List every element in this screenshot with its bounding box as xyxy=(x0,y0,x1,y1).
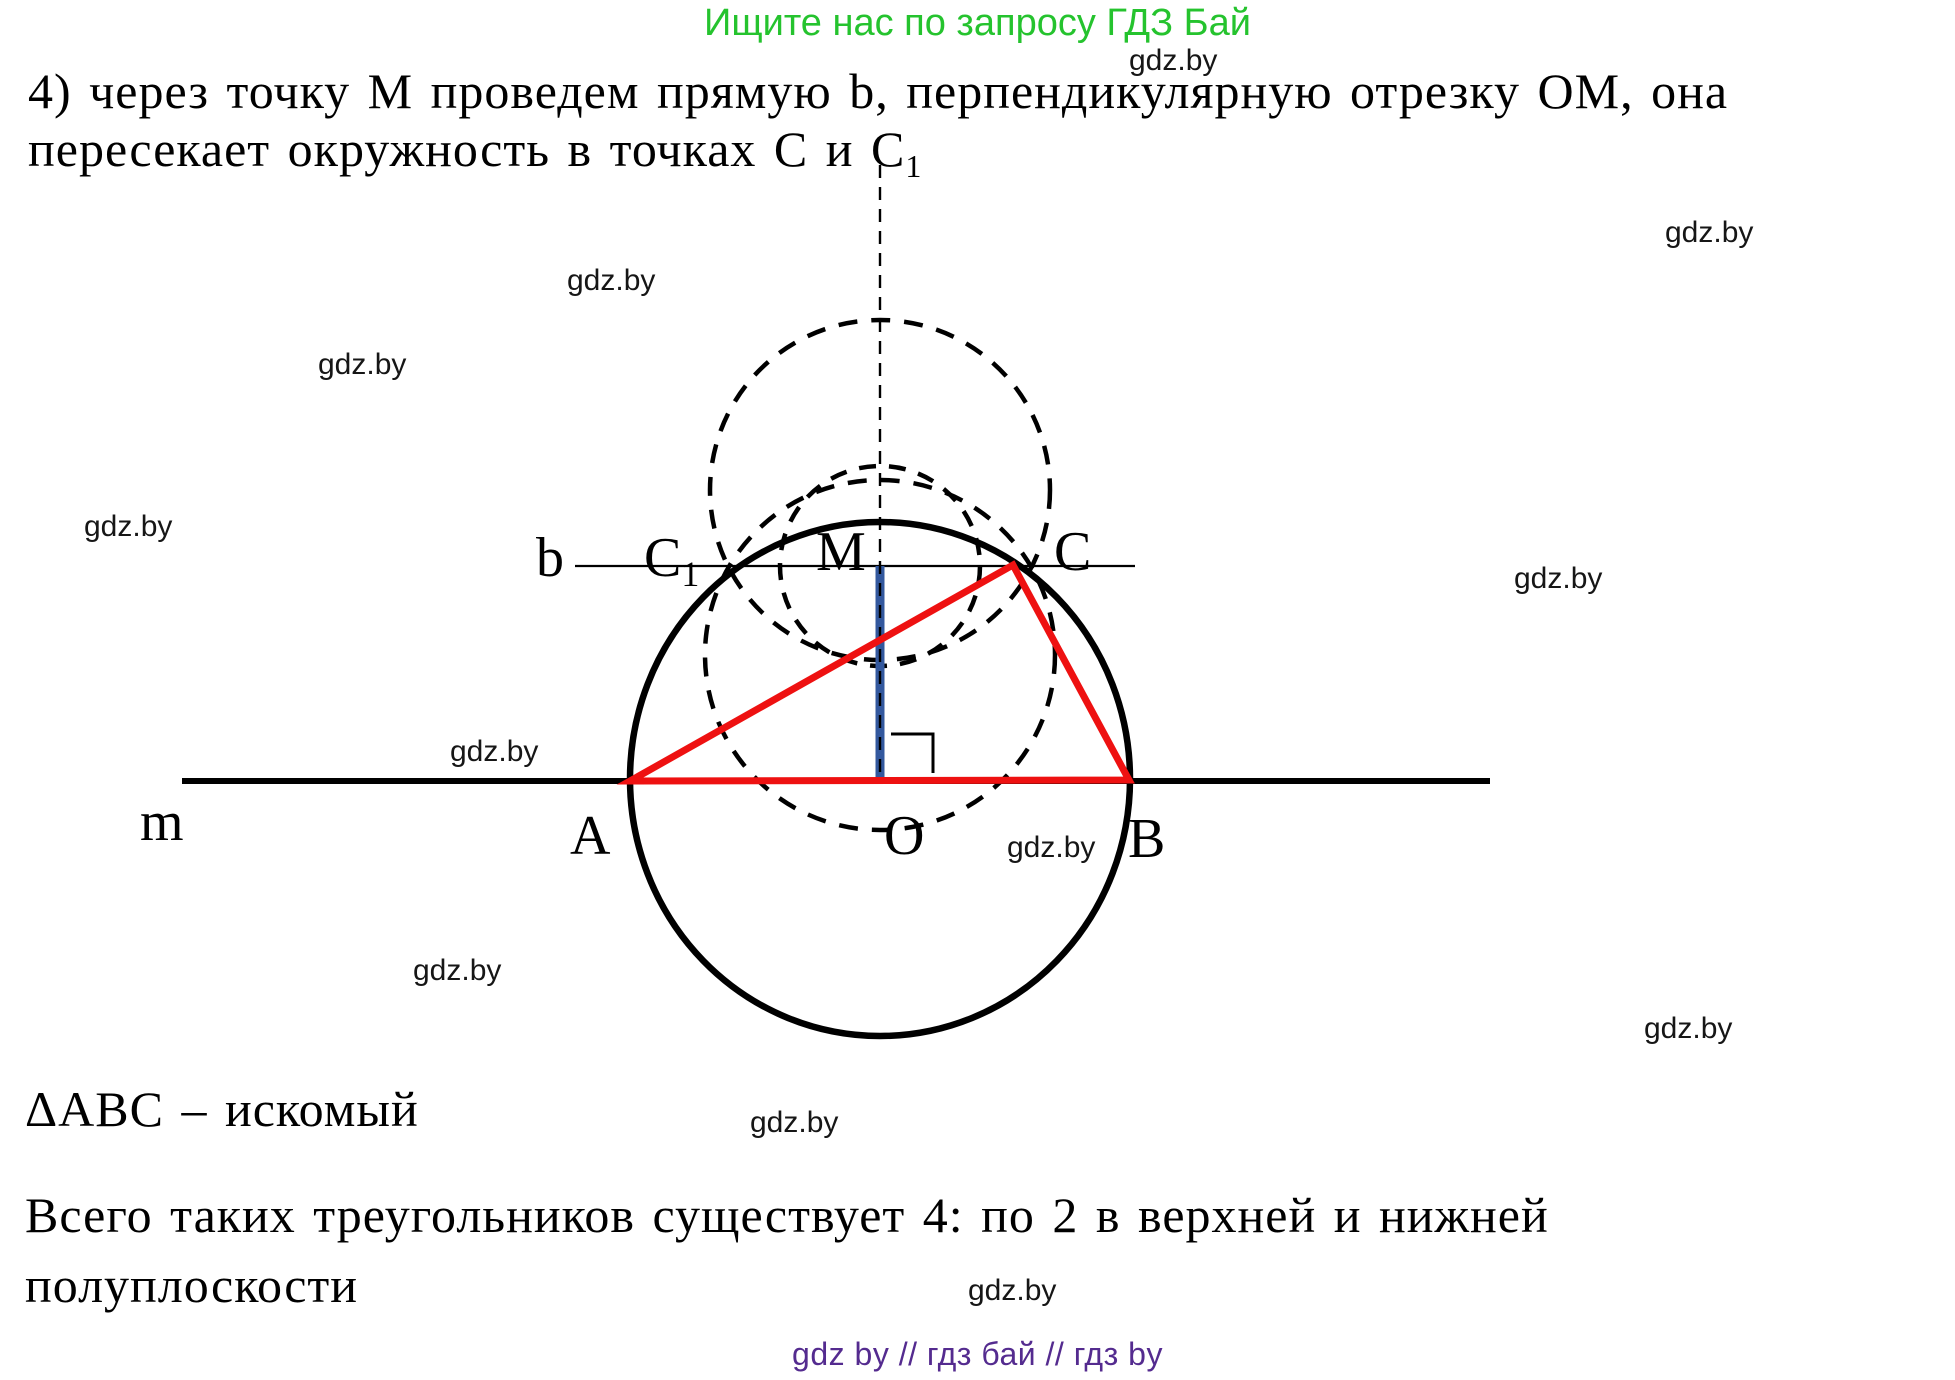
construction-circle-lower xyxy=(702,477,1058,833)
label-point-c1-letter: С xyxy=(644,527,681,589)
watermark: gdz.by xyxy=(968,1274,1057,1307)
footer-keywords: gdz by // гдз бай // гдз by xyxy=(792,1336,1163,1372)
point-c1-subscript: 1 xyxy=(905,148,922,184)
label-point-c: С xyxy=(1054,521,1091,583)
watermark: gdz.by xyxy=(1665,216,1754,249)
conclusion-count-line1: Всего таких треугольников существует 4: … xyxy=(25,1187,1549,1243)
problem-step-line2: пересекает окружность в точках С и С1 xyxy=(28,120,921,185)
problem-step-line2-text: пересекает окружность в точках С и С xyxy=(28,121,906,177)
watermark: gdz.by xyxy=(1644,1012,1733,1045)
watermark: gdz.by xyxy=(450,735,539,768)
label-point-c1: С1 xyxy=(644,527,699,594)
conclusion-count-line2: полуплоскости xyxy=(25,1257,358,1313)
promo-banner: Ищите нас по запросу ГДЗ Бай xyxy=(704,2,1251,44)
watermark: gdz.by xyxy=(750,1106,839,1139)
conclusion-triangle: ΔABC – искомый xyxy=(25,1081,419,1137)
watermark: gdz.by xyxy=(1007,831,1096,864)
label-point-o: О xyxy=(884,805,924,867)
watermark: gdz.by xyxy=(413,954,502,987)
watermark: gdz.by xyxy=(567,264,656,297)
watermark: gdz.by xyxy=(318,348,407,381)
watermark: gdz.by xyxy=(1129,44,1218,77)
label-point-a: А xyxy=(570,805,611,867)
label-line-b: b xyxy=(536,527,564,589)
label-point-m: М xyxy=(816,521,866,583)
label-point-c1-sub: 1 xyxy=(681,554,699,594)
label-line-m: m xyxy=(140,791,184,853)
problem-step-line1: 4) через точку М проведем прямую b, перп… xyxy=(28,63,1729,119)
label-point-b: В xyxy=(1128,808,1165,870)
right-angle-mark xyxy=(891,732,935,773)
triangle-abc xyxy=(616,560,1135,785)
watermark: gdz.by xyxy=(1514,562,1603,595)
watermark: gdz.by xyxy=(84,510,173,543)
